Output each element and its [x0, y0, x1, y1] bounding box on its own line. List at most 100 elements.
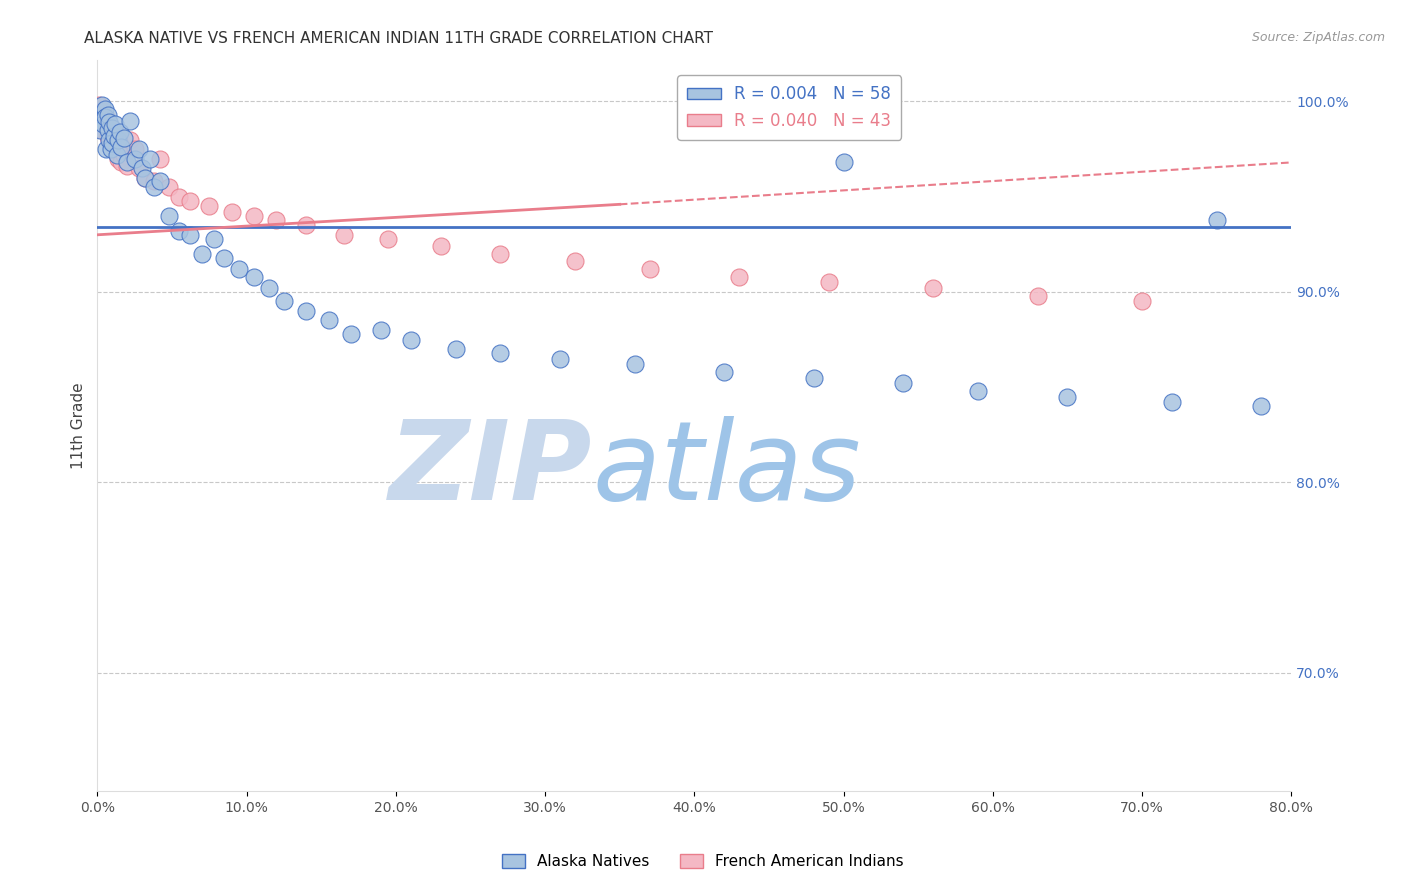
Point — [1250, 399, 1272, 413]
Point — [803, 370, 825, 384]
Point — [112, 130, 135, 145]
Point — [128, 142, 150, 156]
Point — [120, 113, 142, 128]
Point — [115, 155, 138, 169]
Point — [548, 351, 571, 366]
Legend: Alaska Natives, French American Indians: Alaska Natives, French American Indians — [496, 848, 910, 875]
Point — [143, 174, 166, 188]
Point — [318, 313, 340, 327]
Point — [728, 269, 751, 284]
Point — [101, 121, 124, 136]
Point — [112, 148, 135, 162]
Point — [91, 103, 114, 118]
Point — [101, 121, 124, 136]
Point — [101, 136, 124, 151]
Point — [105, 148, 128, 162]
Point — [332, 227, 354, 242]
Point — [157, 180, 180, 194]
Point — [131, 161, 153, 176]
Point — [1205, 212, 1227, 227]
Point — [94, 102, 117, 116]
Point — [179, 194, 201, 208]
Point — [1056, 390, 1078, 404]
Point — [489, 346, 512, 360]
Point — [221, 205, 243, 219]
Point — [295, 219, 318, 233]
Point — [243, 209, 266, 223]
Point — [94, 110, 117, 124]
Point — [134, 170, 156, 185]
Point — [273, 294, 295, 309]
Point — [90, 123, 112, 137]
Point — [104, 125, 127, 139]
Point — [212, 251, 235, 265]
Point — [90, 98, 112, 112]
Point — [340, 326, 363, 341]
Point — [108, 125, 131, 139]
Point — [103, 128, 125, 143]
Point — [832, 155, 855, 169]
Point — [120, 132, 142, 146]
Point — [1161, 395, 1184, 409]
Point — [110, 155, 132, 169]
Point — [179, 227, 201, 242]
Point — [149, 174, 172, 188]
Point — [96, 142, 118, 156]
Point — [110, 140, 132, 154]
Point — [967, 384, 990, 398]
Point — [1026, 289, 1049, 303]
Y-axis label: 11th Grade: 11th Grade — [72, 382, 86, 468]
Point — [243, 269, 266, 284]
Point — [266, 212, 288, 227]
Point — [100, 136, 122, 151]
Point — [96, 110, 118, 124]
Point — [377, 231, 399, 245]
Point — [169, 190, 191, 204]
Point — [89, 113, 111, 128]
Point — [198, 199, 221, 213]
Point — [202, 231, 225, 245]
Legend: R = 0.004   N = 58, R = 0.040   N = 43: R = 0.004 N = 58, R = 0.040 N = 43 — [678, 75, 901, 139]
Point — [98, 132, 121, 146]
Point — [124, 152, 146, 166]
Point — [138, 152, 160, 166]
Point — [97, 108, 120, 122]
Point — [257, 281, 280, 295]
Point — [105, 144, 128, 158]
Point — [107, 132, 129, 146]
Point — [295, 304, 318, 318]
Point — [817, 276, 839, 290]
Point — [124, 142, 146, 156]
Point — [638, 262, 661, 277]
Point — [713, 365, 735, 379]
Point — [89, 123, 111, 137]
Text: ALASKA NATIVE VS FRENCH AMERICAN INDIAN 11TH GRADE CORRELATION CHART: ALASKA NATIVE VS FRENCH AMERICAN INDIAN … — [84, 31, 713, 46]
Point — [98, 115, 121, 129]
Point — [97, 123, 120, 137]
Point — [399, 333, 422, 347]
Point — [489, 247, 512, 261]
Point — [87, 98, 110, 112]
Text: atlas: atlas — [593, 416, 862, 523]
Text: Source: ZipAtlas.com: Source: ZipAtlas.com — [1251, 31, 1385, 45]
Point — [429, 239, 451, 253]
Point — [94, 117, 117, 131]
Point — [564, 254, 586, 268]
Point — [143, 180, 166, 194]
Point — [891, 376, 914, 391]
Point — [370, 323, 392, 337]
Point — [103, 140, 125, 154]
Point — [191, 247, 214, 261]
Point — [134, 170, 156, 185]
Point — [444, 342, 467, 356]
Point — [115, 159, 138, 173]
Point — [157, 209, 180, 223]
Point — [87, 113, 110, 128]
Point — [169, 224, 191, 238]
Point — [91, 117, 114, 131]
Text: ZIP: ZIP — [389, 416, 593, 523]
Point — [108, 136, 131, 151]
Point — [922, 281, 945, 295]
Point — [97, 128, 120, 143]
Point — [100, 142, 122, 156]
